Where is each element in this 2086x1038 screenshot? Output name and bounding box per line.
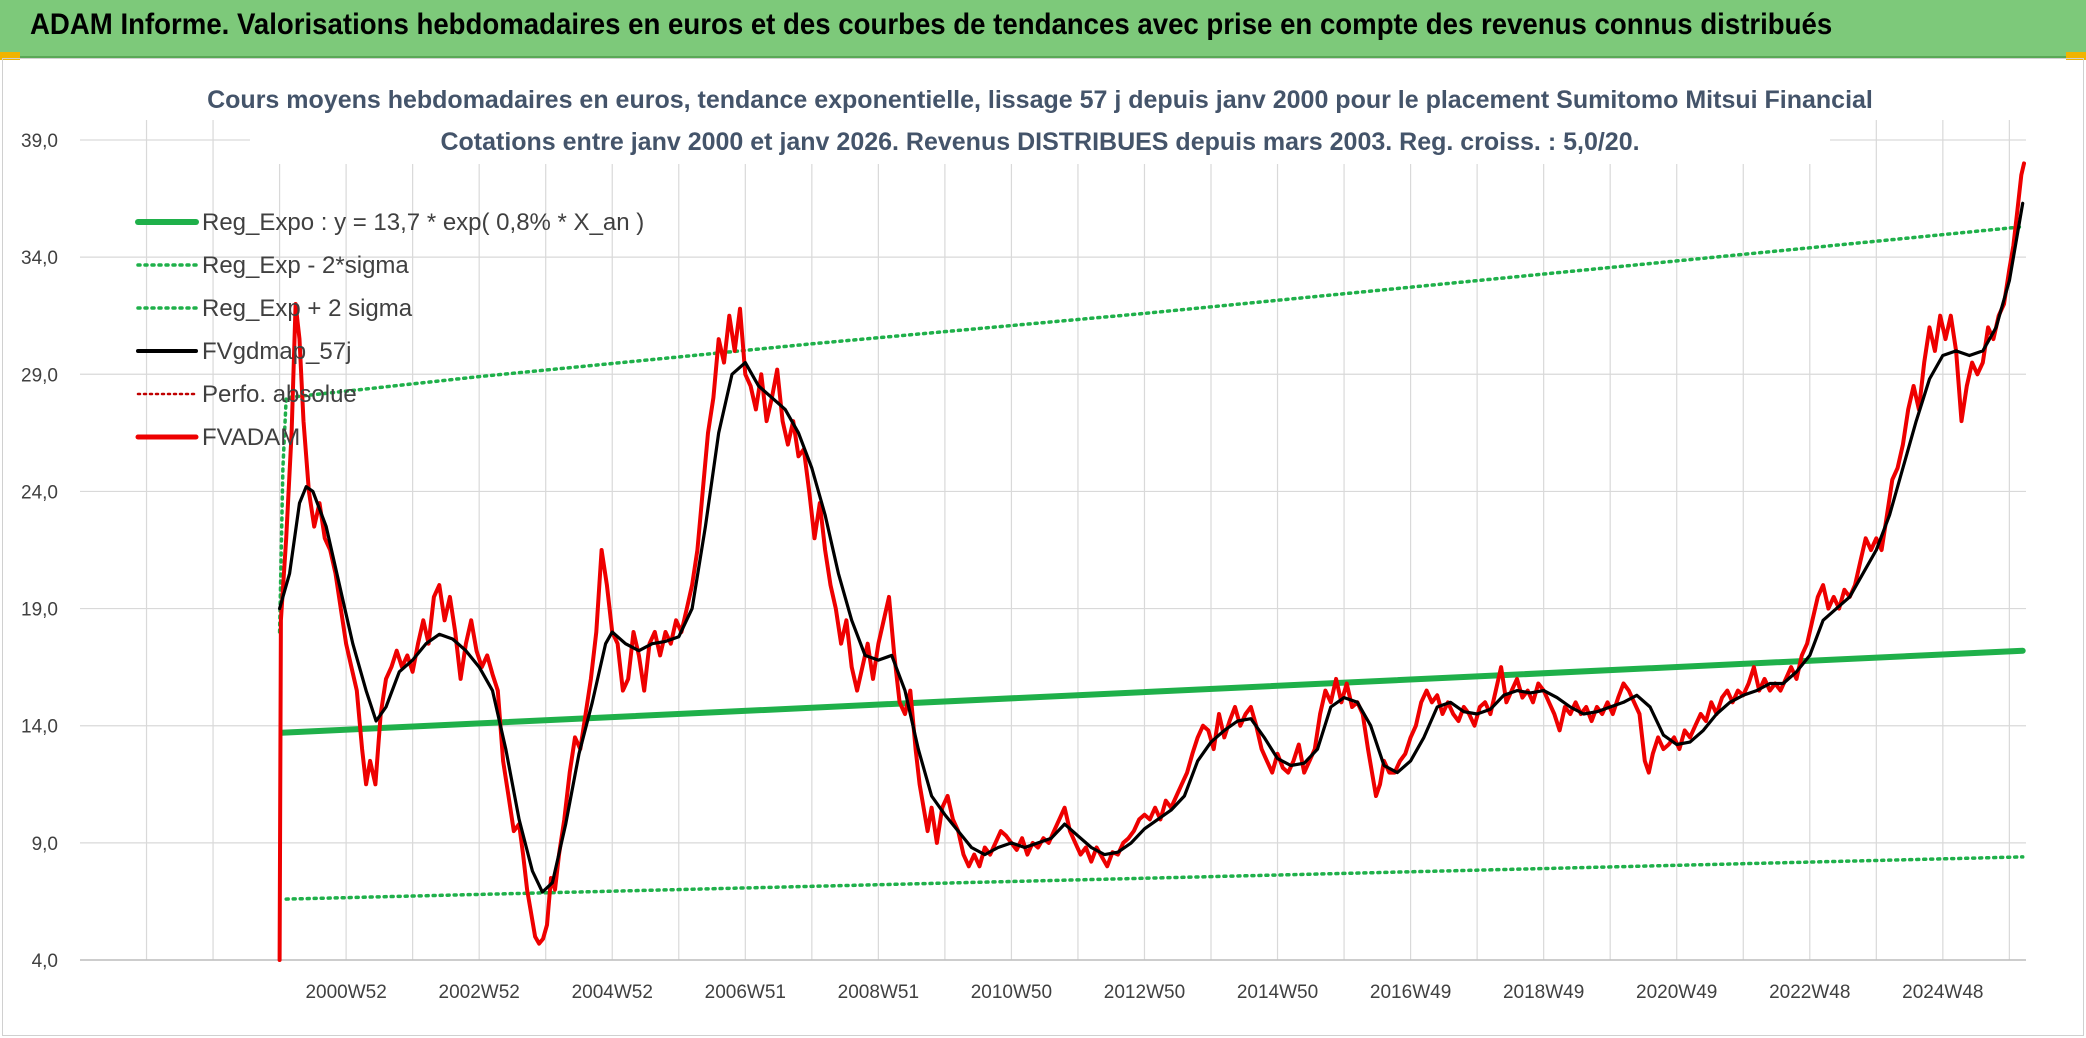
chart-title-line2: Cotations entre janv 2000 et janv 2026. …: [440, 128, 1639, 156]
x-tick-label: 2008W51: [838, 982, 919, 1003]
x-tick-label: 2016W49: [1370, 982, 1451, 1003]
banner-title: ADAM Informe. Valorisations hebdomadaire…: [30, 8, 1833, 41]
x-axis-ticks: 2000W52 2002W52 2004W52 2006W51 2008W51 2010W…: [305, 982, 1983, 1003]
y-tick-label: 39,0: [21, 131, 58, 152]
x-tick-label: 2014W50: [1237, 982, 1318, 1003]
x-tick-label: 2024W48: [1902, 982, 1983, 1003]
x-tick-label: 2012W50: [1104, 982, 1185, 1003]
series-lines: [277, 161, 2026, 962]
corner-accent-left: [0, 52, 20, 60]
x-tick-label: 2000W52: [305, 982, 386, 1003]
y-tick-label: 24,0: [21, 482, 58, 503]
legend-label-fvgdmap: FVgdmap_57j: [202, 338, 351, 365]
series-line-fvadam: [277, 161, 2026, 962]
y-tick-label: 34,0: [21, 248, 58, 269]
series-line-reg-expo: [278, 647, 2026, 736]
legend-label-fvadam: FVADAM: [202, 424, 300, 451]
x-tick-label: 2010W50: [971, 982, 1052, 1003]
x-tick-label: 2020W49: [1636, 982, 1717, 1003]
y-tick-label: 14,0: [21, 717, 58, 738]
legend-label-reg-plus: Reg_Exp + 2 sigma: [202, 295, 413, 322]
x-tick-label: 2022W48: [1769, 982, 1850, 1003]
legend-label-reg-minus: Reg_Exp - 2*sigma: [202, 252, 409, 279]
chart-title-line1: Cours moyens hebdomadaires en euros, ten…: [207, 86, 1873, 114]
series-line-reg-minus: [284, 855, 2025, 901]
y-tick-label: 19,0: [21, 600, 58, 621]
corner-accent-right: [2066, 52, 2086, 60]
y-tick-label: 4,0: [32, 951, 58, 972]
y-axis-ticks: 39,0 34,0 29,0 24,0 19,0 14,0 9,0 4,0: [21, 131, 58, 972]
y-tick-label: 29,0: [21, 365, 58, 386]
series-line-fvgdmap: [278, 201, 2025, 894]
series-line-reg-plus: [277, 224, 2025, 634]
y-tick-label: 9,0: [32, 834, 58, 855]
chart-area-border: [2, 58, 2084, 1036]
x-tick-label: 2002W52: [439, 982, 520, 1003]
legend: Reg_Expo : y = 13,7 * exp( 0,8% * X_an )…: [135, 209, 644, 451]
x-tick-label: 2006W51: [705, 982, 786, 1003]
legend-label-perfo: Perfo. absolue: [202, 381, 357, 408]
title-banner: ADAM Informe. Valorisations hebdomadaire…: [0, 0, 2086, 58]
chart-title-background: [250, 78, 1830, 164]
x-tick-label: 2018W49: [1503, 982, 1584, 1003]
x-tick-label: 2004W52: [572, 982, 653, 1003]
legend-label-reg-expo: Reg_Expo : y = 13,7 * exp( 0,8% * X_an ): [202, 209, 644, 236]
